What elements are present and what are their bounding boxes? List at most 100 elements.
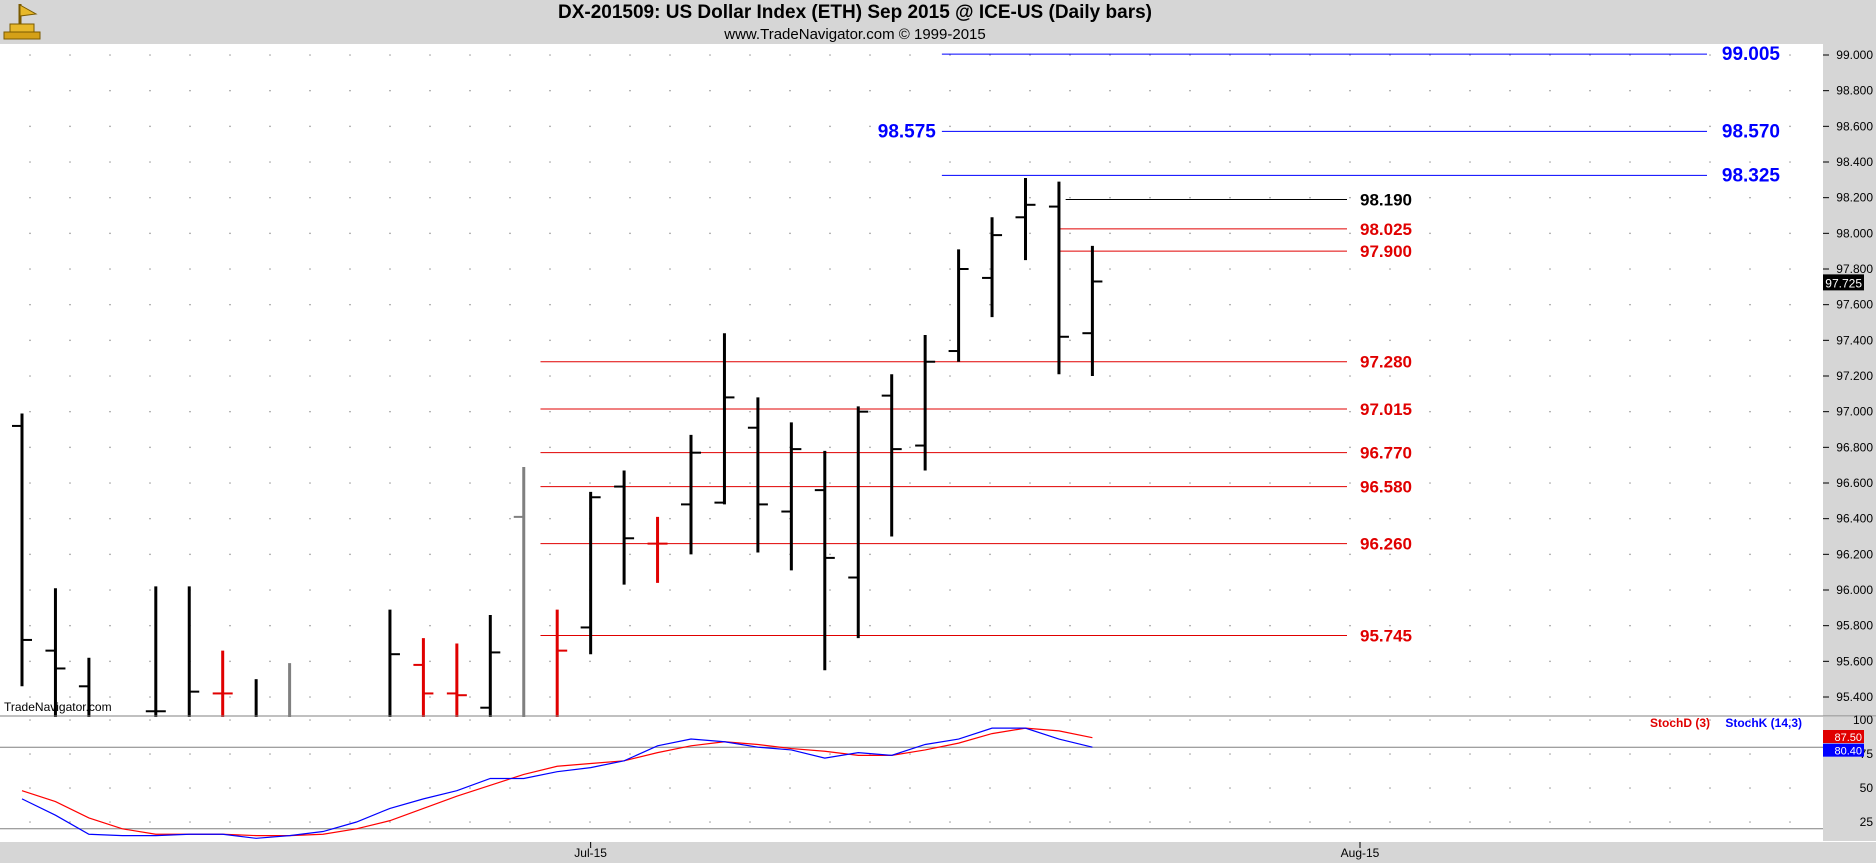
watermark-text: TradeNavigator.com: [4, 700, 112, 714]
grid-dot: [709, 446, 711, 449]
grid-dot: [829, 54, 831, 56]
grid-dot: [1189, 268, 1191, 270]
y-tick-label: 95.400: [1836, 690, 1873, 704]
tradenavigator-logo-icon: [3, 4, 41, 40]
grid-dot: [989, 125, 991, 128]
grid-dot: [1229, 753, 1231, 755]
grid-dot: [1429, 553, 1431, 556]
grid-dot: [109, 624, 111, 627]
grid-dot: [1669, 446, 1671, 449]
grid-dot: [1269, 696, 1271, 698]
grid-dot: [1389, 268, 1391, 270]
grid-dot: [1029, 624, 1031, 627]
grid-dot: [709, 410, 711, 413]
grid-dot: [1229, 375, 1231, 377]
grid-dot: [189, 268, 191, 270]
grid-dot: [1589, 161, 1591, 163]
grid-dot: [29, 553, 31, 556]
grid-dot: [1789, 339, 1791, 342]
grid-dot: [469, 624, 471, 627]
grid-dot: [269, 375, 271, 377]
grid-dot: [1749, 624, 1751, 627]
grid-dot: [1069, 303, 1071, 306]
grid-dot: [869, 125, 871, 128]
grid-dot: [1549, 753, 1551, 755]
grid-dot: [669, 753, 671, 755]
grid-dot: [1669, 196, 1671, 199]
grid-dot: [509, 787, 511, 789]
grid-dot: [349, 375, 351, 377]
grid-dot: [69, 339, 71, 342]
grid-dot: [749, 482, 751, 484]
grid-dot: [1029, 232, 1031, 235]
grid-dot: [429, 719, 431, 721]
grid-dot: [1789, 696, 1791, 698]
grid-dot: [1189, 821, 1191, 823]
grid-dot: [1189, 89, 1191, 92]
grid-dot: [509, 268, 511, 270]
grid-dot: [989, 553, 991, 556]
grid-dot: [549, 446, 551, 449]
grid-dot: [669, 624, 671, 627]
grid-dot: [429, 589, 431, 591]
grid-dot: [1269, 553, 1271, 556]
grid-dot: [989, 339, 991, 342]
grid-dot: [1109, 753, 1111, 755]
grid-dot: [1109, 339, 1111, 342]
grid-dot: [109, 89, 111, 92]
grid-dot: [1309, 196, 1311, 199]
stochk-line: [21, 727, 1093, 839]
grid-dot: [229, 446, 231, 449]
grid-dot: [1109, 125, 1111, 128]
grid-dot: [1069, 589, 1071, 591]
grid-dot: [1269, 753, 1271, 755]
y-tick-label: 99.000: [1836, 48, 1873, 62]
chart-subtitle: www.TradeNavigator.com © 1999-2015: [724, 26, 986, 43]
grid-dot: [989, 660, 991, 663]
grid-dot: [469, 821, 471, 823]
grid-dot: [749, 410, 751, 413]
grid-dot: [1789, 89, 1791, 92]
grid-dot: [1509, 787, 1511, 789]
grid-dot: [749, 268, 751, 270]
grid-dot: [1749, 553, 1751, 556]
level-label: 97.015: [1360, 400, 1412, 419]
grid-dot: [1589, 696, 1591, 698]
grid-dot: [349, 54, 351, 56]
grid-dot: [29, 161, 31, 163]
grid-dot: [1389, 482, 1391, 484]
grid-dot: [1509, 821, 1511, 823]
grid-dot: [909, 553, 911, 556]
grid-dot: [109, 787, 111, 789]
grid-dot: [949, 787, 951, 789]
grid-dot: [1149, 339, 1151, 342]
grid-dot: [1789, 125, 1791, 128]
grid-dot: [309, 161, 311, 163]
grid-dot: [589, 339, 591, 342]
grid-dot: [669, 375, 671, 377]
grid-dot: [269, 196, 271, 199]
grid-dot: [1349, 232, 1351, 235]
y-tick-label: 98.400: [1836, 155, 1873, 169]
grid-dot: [629, 821, 631, 823]
grid-dot: [1309, 89, 1311, 92]
grid-dot: [829, 375, 831, 377]
price-axis: 95.400 95.600 95.800 96.000 96.200 96.400 96.6…: [1823, 44, 1876, 716]
grid-dot: [1709, 753, 1711, 755]
grid-dot: [1589, 753, 1591, 755]
grid-dot: [109, 339, 111, 342]
grid-dot: [829, 339, 831, 342]
grid-dot: [349, 303, 351, 306]
grid-dot: [429, 821, 431, 823]
grid-dot: [29, 232, 31, 235]
grid-dot: [1429, 375, 1431, 377]
grid-dot: [1549, 375, 1551, 377]
grid-dot: [269, 624, 271, 627]
grid-dot: [1669, 589, 1671, 591]
grid-dot: [469, 482, 471, 484]
grid-dot: [1789, 589, 1791, 591]
grid-dot: [589, 196, 591, 199]
grid-dot: [749, 196, 751, 199]
